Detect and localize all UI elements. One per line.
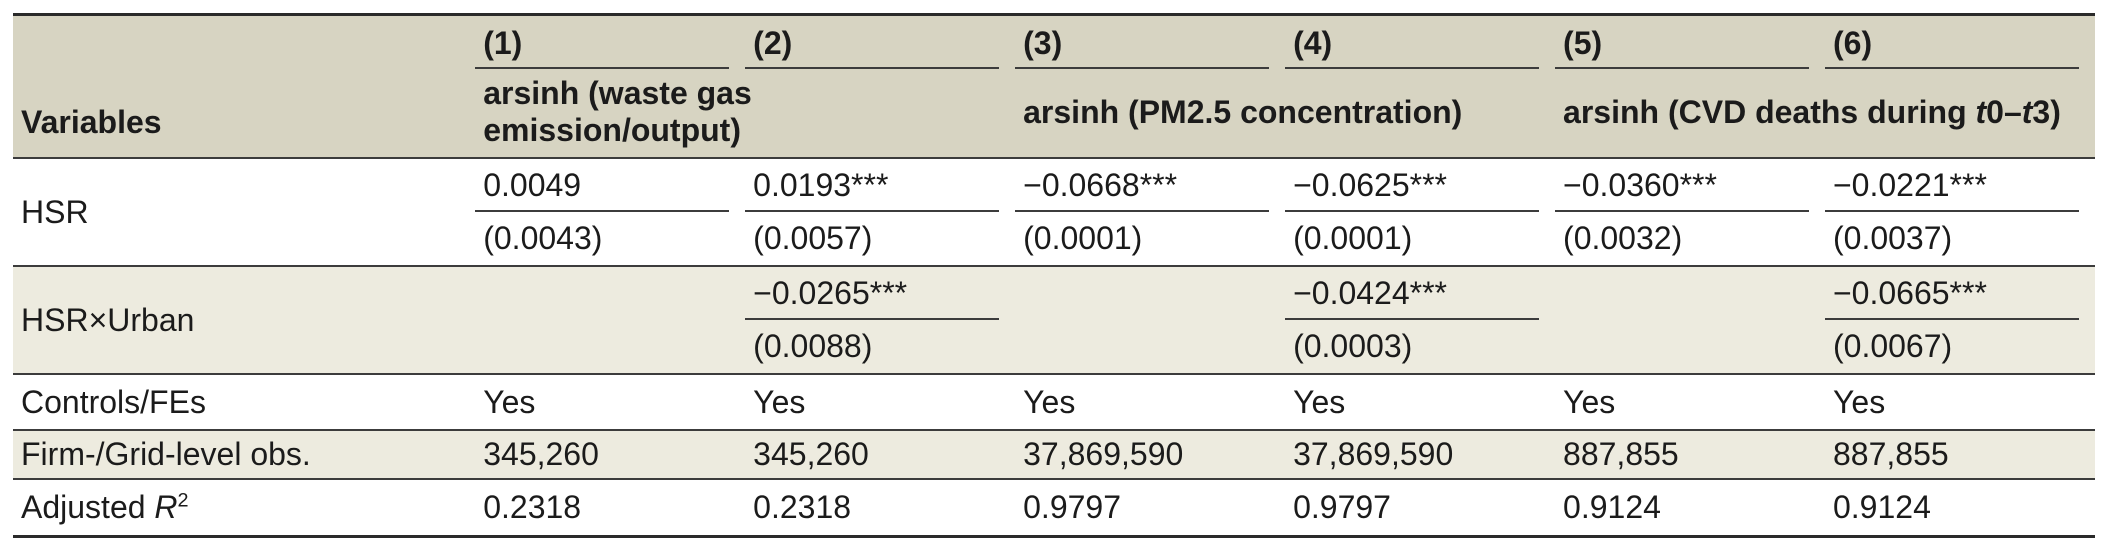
column-header-6: (6) [1824, 14, 2095, 69]
row-label-hsr: HSR [21, 193, 89, 230]
hsr-urban-coefficient-row: HSR×Urban −0.0265*** −0.0424*** −0.0665*… [13, 266, 2095, 374]
adjusted-r2-row: Adjusted R2 0.2318 0.2318 0.9797 0.9797 … [13, 479, 2095, 537]
hsr-urban-stderr-row: (0.0088) (0.0003) (0.0067) [13, 320, 2095, 374]
coef-cell-empty [1555, 266, 1825, 320]
se-cell: (0.0037) [1832, 220, 1953, 256]
column-header-3: (3) [1015, 14, 1286, 69]
value-cell: 345,260 [475, 430, 746, 479]
coef-cell-empty [1015, 266, 1286, 320]
column-header-1: (1) [475, 14, 746, 69]
se-cell-empty [1015, 320, 1286, 374]
coef-cell: −0.0665*** [1824, 266, 2095, 320]
se-cell: (0.0088) [745, 320, 1016, 374]
superscript-2: 2 [177, 489, 189, 512]
se-cell: (0.0001) [1023, 220, 1143, 256]
hsr-coefficient-row: HSR 0.0049 0.0193*** −0.0668*** −0.0625*… [13, 158, 2095, 230]
value-cell: Yes [1832, 383, 1886, 420]
group-header-waste-gas: arsinh (waste gas emission/output) [475, 69, 1016, 158]
coef-cell: 0.0049 [475, 158, 745, 212]
value-cell: 345,260 [745, 430, 1016, 479]
coef-cell-empty [475, 266, 746, 320]
value-cell: 37,869,590 [1285, 430, 1556, 479]
group-header-cvd-end: 3) [2032, 93, 2061, 130]
regression-table: Variables (1) (2) (3) (4) (5) (6) arsinh… [13, 13, 2095, 538]
se-cell: (0.0003) [1285, 320, 1556, 374]
group-header-cvd-dash: 0– [1986, 93, 2022, 130]
coef-cell: −0.0265*** [745, 266, 1016, 320]
group-header-pm25: arsinh (PM2.5 concentration) [1015, 69, 1556, 158]
value-cell: Yes [1023, 383, 1076, 420]
se-cell: (0.0057) [753, 220, 873, 256]
value-cell: 0.9124 [1832, 489, 1931, 525]
value-cell: 887,855 [1555, 430, 1825, 479]
group-header-cvd: arsinh (CVD deaths during t0–t3) [1555, 69, 2095, 158]
variables-header: Variables [13, 14, 476, 158]
column-header-5: (5) [1555, 14, 1825, 69]
se-cell: (0.0001) [1293, 220, 1413, 256]
se-cell-empty [1555, 320, 1825, 374]
se-cell-empty [475, 320, 746, 374]
outcome-group-row: arsinh (waste gas emission/output) arsin… [13, 69, 2095, 158]
value-cell: 0.9124 [1563, 489, 1661, 525]
coef-cell: −0.0424*** [1285, 266, 1556, 320]
value-cell: 37,869,590 [1015, 430, 1286, 479]
regression-table-page: Variables (1) (2) (3) (4) (5) (6) arsinh… [13, 13, 2095, 538]
row-label-controls: Controls/FEs [21, 383, 206, 420]
table-header: Variables (1) (2) (3) (4) (5) (6) arsinh… [13, 14, 2095, 158]
column-header-4: (4) [1285, 14, 1556, 69]
value-cell: 0.2318 [753, 489, 852, 525]
value-cell: 0.9797 [1293, 489, 1391, 525]
column-header-2: (2) [745, 14, 1016, 69]
group-header-cvd-text: arsinh (CVD deaths during [1563, 93, 1976, 130]
hsr-stderr-row: (0.0043) (0.0057) (0.0001) (0.0001) (0.0… [13, 212, 2095, 266]
se-cell: (0.0067) [1824, 320, 2095, 374]
se-cell: (0.0032) [1563, 220, 1683, 256]
row-label-adjusted-r2: Adjusted R2 [13, 479, 475, 537]
column-number-row: Variables (1) (2) (3) (4) (5) (6) [13, 14, 2095, 158]
value-cell: Yes [1563, 383, 1616, 420]
coef-cell: 0.0193*** [745, 158, 1015, 212]
coef-cell: −0.0668*** [1015, 158, 1285, 212]
controls-row: Controls/FEs Yes Yes Yes Yes Yes Yes [13, 374, 2095, 430]
italic-t3: t [2021, 93, 2033, 130]
value-cell: 887,855 [1824, 430, 2095, 479]
value-cell: Yes [1293, 383, 1346, 420]
value-cell: Yes [483, 383, 536, 420]
value-cell: 0.9797 [1023, 489, 1121, 525]
adjusted-label-text: Adjusted [21, 489, 155, 525]
italic-t0: t [1975, 93, 1987, 130]
row-label-hsr-urban: HSR×Urban [13, 266, 476, 374]
coef-cell: −0.0360*** [1555, 158, 1825, 212]
coef-cell: −0.0221*** [1824, 158, 2095, 212]
value-cell: Yes [753, 383, 806, 420]
se-cell: (0.0043) [483, 220, 603, 256]
value-cell: 0.2318 [483, 489, 582, 525]
italic-r: R [154, 489, 178, 525]
coef-cell: −0.0625*** [1285, 158, 1555, 212]
observations-row: Firm-/Grid-level obs. 345,260 345,260 37… [13, 430, 2095, 479]
row-label-observations: Firm-/Grid-level obs. [13, 430, 476, 479]
